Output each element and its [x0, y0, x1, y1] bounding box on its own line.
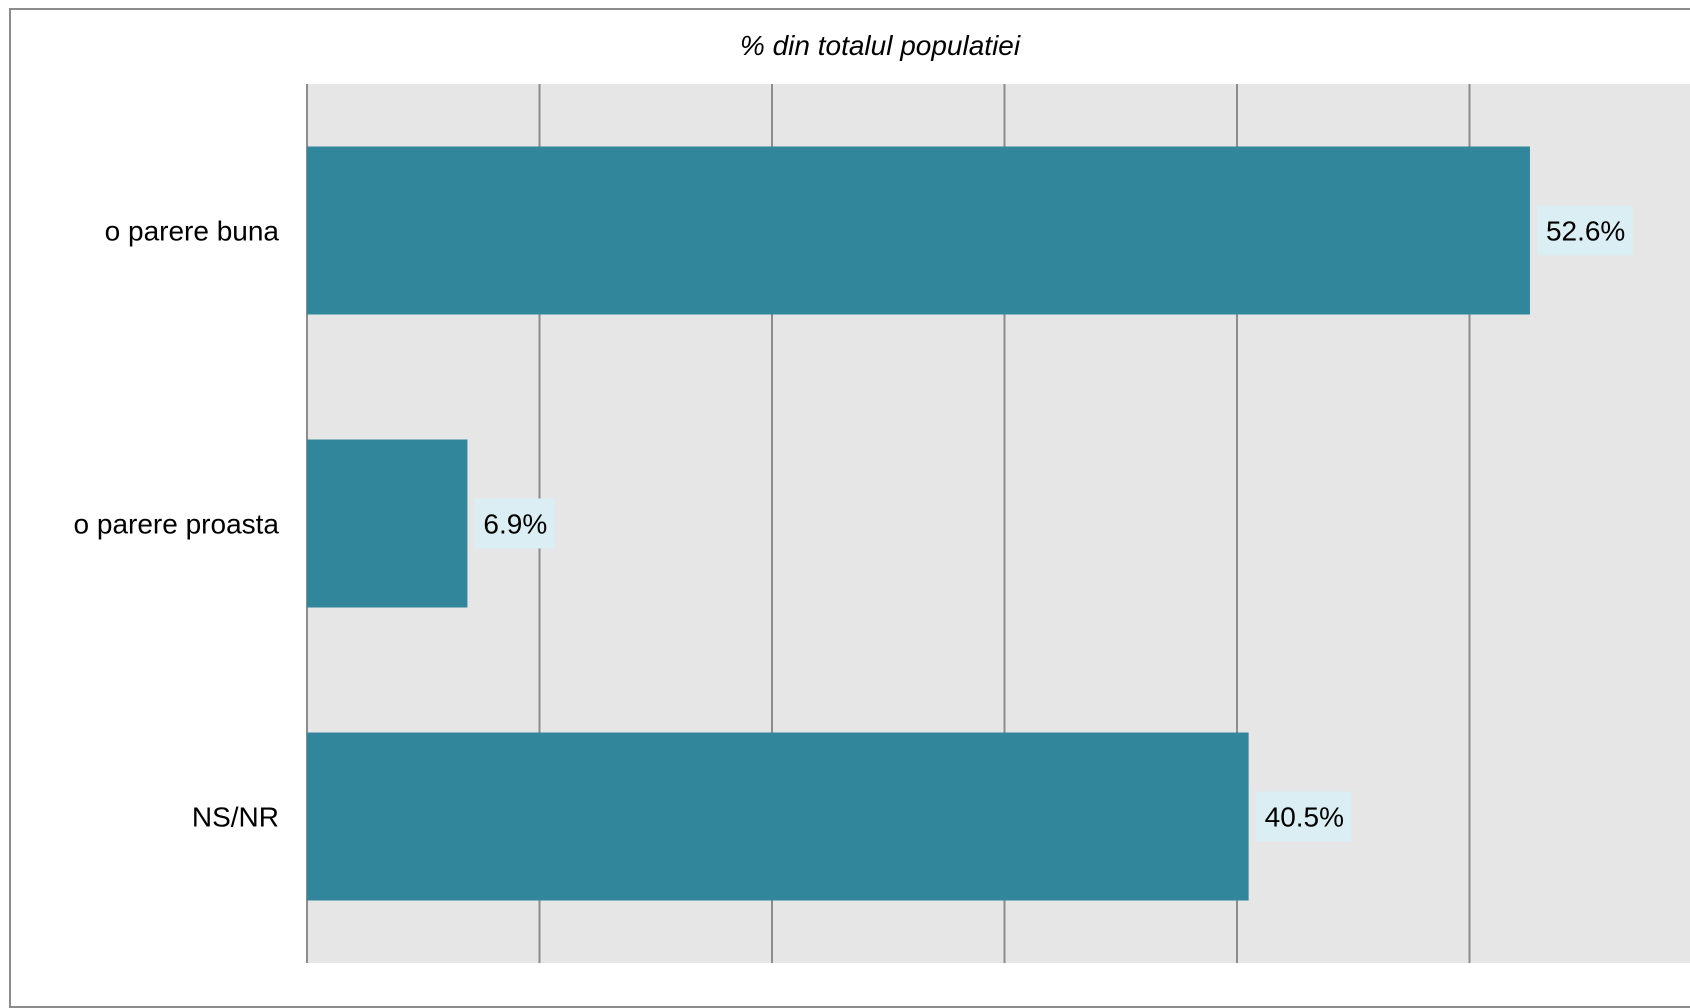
data-label: 52.6% [1546, 216, 1625, 247]
category-label: o parere proasta [74, 509, 280, 540]
bar-chart: % din totalul populatiei o parere buna 52… [74, 30, 1690, 963]
data-label-background [474, 498, 555, 549]
chart-title: % din totalul populatiei [740, 30, 1021, 61]
data-label-background [1255, 791, 1352, 842]
plot-area: o parere buna 52.6% o parere proasta 6.9% NS… [74, 84, 1690, 963]
category-label: o parere buna [105, 216, 280, 247]
bar [307, 732, 1249, 901]
bar [307, 146, 1530, 315]
category-label: NS/NR [192, 802, 279, 833]
data-label: 40.5% [1265, 802, 1344, 833]
data-label: 6.9% [483, 509, 547, 540]
bar [307, 439, 468, 608]
data-label-background [1536, 205, 1633, 256]
